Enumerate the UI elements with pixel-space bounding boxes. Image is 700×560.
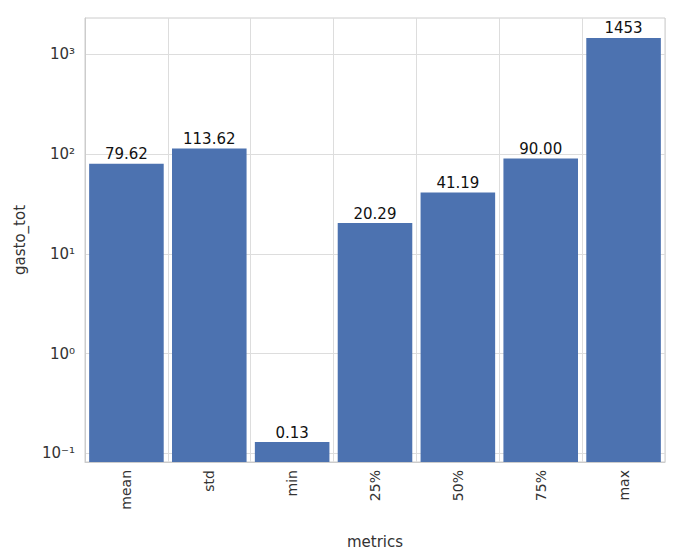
svg-text:50%: 50% <box>450 470 466 501</box>
svg-text:113.62: 113.62 <box>183 130 236 148</box>
svg-text:25%: 25% <box>367 470 383 501</box>
svg-text:20.29: 20.29 <box>354 205 397 223</box>
svg-text:90.00: 90.00 <box>519 140 562 158</box>
svg-text:mean: mean <box>118 470 134 510</box>
svg-text:10⁰: 10⁰ <box>50 345 75 363</box>
svg-text:41.19: 41.19 <box>436 174 479 192</box>
svg-text:75%: 75% <box>533 470 549 501</box>
svg-text:gasto_tot: gasto_tot <box>11 205 30 275</box>
svg-text:metrics: metrics <box>347 533 403 551</box>
svg-text:10²: 10² <box>50 145 75 163</box>
svg-text:max: max <box>616 470 632 501</box>
svg-text:1453: 1453 <box>604 19 642 37</box>
svg-text:10³: 10³ <box>50 45 75 63</box>
svg-text:10⁻¹: 10⁻¹ <box>42 444 75 462</box>
svg-text:std: std <box>201 470 217 492</box>
svg-text:10¹: 10¹ <box>50 245 75 263</box>
svg-text:79.62: 79.62 <box>105 145 148 163</box>
svg-text:0.13: 0.13 <box>275 424 308 442</box>
svg-text:min: min <box>284 470 300 496</box>
